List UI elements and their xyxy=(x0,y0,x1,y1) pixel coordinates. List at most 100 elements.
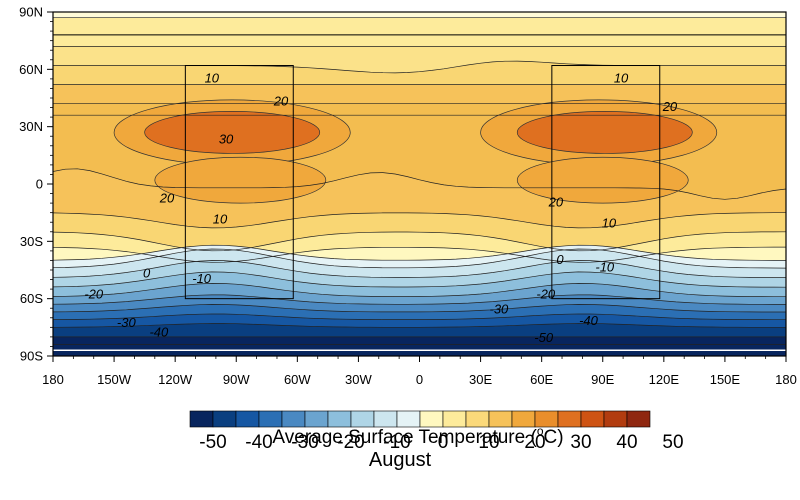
colorbar: -50 -40 -30 -20 -10 0 10 20 30 40 50 Average Surfa… xyxy=(189,410,684,471)
temperature-band xyxy=(53,294,786,312)
colorbar-cell xyxy=(511,410,536,428)
map-plot-area: 10 20 30 20 10 0 -10 -20 -30 -40 -30 -50 10 20 20 10 0 -1… xyxy=(52,11,787,357)
colorbar-tick-label: -10 xyxy=(383,432,410,453)
isotherm-label: -30 xyxy=(490,302,510,317)
temperature-band xyxy=(53,61,786,85)
latitude-axis: 90N 60N 30N 0 30S 60S 90S xyxy=(19,5,53,364)
isotherm-label: -10 xyxy=(192,271,212,286)
colorbar-cell xyxy=(603,410,628,428)
lon-tick-label: 180 xyxy=(42,372,64,387)
lon-tick-label: 120W xyxy=(158,372,193,387)
colorbar-cell xyxy=(465,410,490,428)
colorbar-cell xyxy=(626,410,651,428)
temperature-band xyxy=(53,314,786,328)
colorbar-cell xyxy=(419,410,444,428)
isotherm-line xyxy=(53,304,786,313)
warm-anomaly-region xyxy=(144,111,321,154)
lon-tick-label: 90W xyxy=(223,372,250,387)
colorbar-tick-label: -20 xyxy=(337,432,364,453)
isotherm-line xyxy=(53,248,786,269)
temperature-band xyxy=(53,336,786,345)
warm-anomaly-region xyxy=(516,156,689,204)
lon-tick-label: 180 xyxy=(775,372,797,387)
isotherm-label: 10 xyxy=(614,70,629,85)
temperature-band xyxy=(53,283,786,305)
temperature-band xyxy=(53,168,786,228)
temperature-band xyxy=(53,245,786,269)
isotherm-label: 10 xyxy=(205,70,220,85)
isotherm-line xyxy=(53,283,786,298)
colorbar-tick-label: -40 xyxy=(245,432,272,453)
lon-tick-label: 90E xyxy=(591,372,614,387)
lon-tick-label: 0 xyxy=(416,372,423,387)
isotherm-label: 10 xyxy=(213,212,228,227)
warm-anomaly-region xyxy=(154,156,327,204)
band-polar-north xyxy=(53,12,786,18)
isotherm-label: -40 xyxy=(149,325,169,340)
isotherm-label: -20 xyxy=(84,286,104,301)
lon-tick-label: 60W xyxy=(284,372,311,387)
isotherm-line xyxy=(53,313,786,321)
colorbar-tick-label: 30 xyxy=(570,432,591,453)
lat-tick-label: 90S xyxy=(20,349,43,364)
isotherm-label: 10 xyxy=(602,216,617,231)
colorbar-cell xyxy=(396,410,421,428)
colorbar-cell xyxy=(350,410,375,428)
isotherm-line xyxy=(53,260,786,278)
isotherm-label: -30 xyxy=(117,315,137,330)
isotherm-line xyxy=(53,323,786,328)
lon-tick-label: 30W xyxy=(345,372,372,387)
temperature-band xyxy=(53,46,786,73)
warm-anomaly-region xyxy=(516,111,693,154)
isotherm-labels: 10 20 30 20 10 0 -10 -20 -30 -40 -30 -50 10 20 20 10 0 -1… xyxy=(84,70,678,345)
colorbar-tick-label: 20 xyxy=(524,432,545,453)
colorbar-tick-label: 10 xyxy=(478,432,499,453)
lon-tick-label: 60E xyxy=(530,372,553,387)
temperature-band xyxy=(53,323,786,337)
isotherm-label: 20 xyxy=(662,99,678,114)
isotherm-line xyxy=(53,212,786,229)
isotherm-label: 30 xyxy=(219,131,234,146)
colorbar-cell xyxy=(235,410,260,428)
isotherm-line xyxy=(53,294,786,305)
colorbar-cell xyxy=(557,410,582,428)
colorbar-cell xyxy=(189,410,214,428)
isotherm-line xyxy=(53,168,786,200)
temperature-band xyxy=(53,271,786,297)
lon-tick-label: 30E xyxy=(469,372,492,387)
temperature-band xyxy=(53,249,786,278)
isotherm-label: -40 xyxy=(579,313,599,328)
colorbar-tick-label: -30 xyxy=(291,432,318,453)
lat-tick-label: 60N xyxy=(19,62,43,77)
colorbar-tick-label: 40 xyxy=(616,432,637,453)
colorbar-cell xyxy=(373,410,398,428)
temperature-band xyxy=(53,212,786,251)
lat-tick-label: 30S xyxy=(20,234,43,249)
lon-tick-label: 120E xyxy=(649,372,680,387)
colorbar-tick-labels: -50 -40 -30 -20 -10 0 10 20 30 40 50 xyxy=(199,432,683,453)
isotherm-label: -20 xyxy=(536,286,556,301)
colorbar-tick-label: 50 xyxy=(662,432,683,453)
isotherm-line xyxy=(53,244,786,261)
isotherm-lines xyxy=(53,17,786,352)
isotherm-line xyxy=(53,246,786,263)
isotherm-line xyxy=(53,231,786,252)
colorbar-cell xyxy=(212,410,237,428)
colorbar-cell xyxy=(258,410,283,428)
colorbar-cell xyxy=(442,410,467,428)
warm-anomaly-regions xyxy=(113,99,718,204)
lat-tick-label: 30N xyxy=(19,119,43,134)
temperature-band xyxy=(53,17,786,47)
region-boxes xyxy=(184,65,661,300)
lat-tick-label: 0 xyxy=(36,177,43,192)
region-box xyxy=(551,65,661,300)
lat-tick-label: 60S xyxy=(20,291,43,306)
colorbar-cells xyxy=(189,410,651,428)
colorbar-cell xyxy=(580,410,605,428)
colorbar-cell xyxy=(488,410,513,428)
lon-tick-label: 150W xyxy=(97,372,132,387)
colorbar-cell xyxy=(327,410,352,428)
colorbar-title: Average Surface Temperature (oC) xyxy=(272,424,563,448)
lat-tick-label: 90N xyxy=(19,5,43,20)
